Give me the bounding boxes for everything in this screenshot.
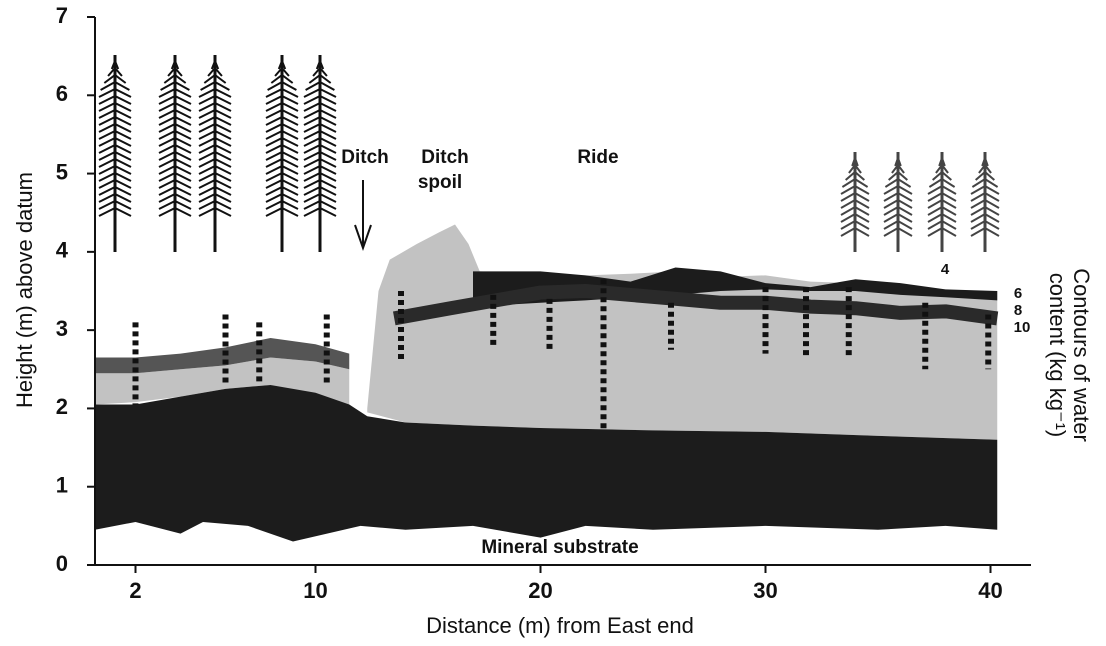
x-tick-label: 2 — [129, 578, 141, 603]
y2-axis-title: content (kg kg⁻¹) — [1045, 273, 1070, 437]
y-tick-label: 5 — [56, 159, 68, 184]
x-axis-title: Distance (m) from East end — [426, 613, 694, 638]
tree-icon — [884, 152, 912, 252]
tree-icon — [266, 55, 298, 252]
tree-icon — [304, 55, 336, 252]
y-tick-label: 7 — [56, 3, 68, 28]
annotation: Mineral substrate — [481, 537, 638, 558]
tree-icon — [971, 152, 999, 252]
chart: 0 1 2 3 4 5 6 7 2 10 20 30 40 Distance (m) from East … — [0, 0, 1106, 646]
y-tick-label: 3 — [56, 316, 68, 341]
annotation: Ride — [577, 147, 618, 168]
contour-label: 8 — [1014, 302, 1022, 319]
y-tick-label: 2 — [56, 394, 68, 419]
contour-label: 6 — [1014, 285, 1022, 302]
tree-icon — [199, 55, 231, 252]
y-axis-title: Height (m) above datum — [12, 172, 37, 408]
tree-icon — [159, 55, 191, 252]
x-tick-label: 20 — [528, 578, 552, 603]
x-tick-label: 30 — [753, 578, 777, 603]
tree-icon — [841, 152, 869, 252]
x-tick-label: 40 — [978, 578, 1002, 603]
annotation: spoil — [418, 172, 462, 193]
tree-icon — [928, 152, 956, 252]
contour-label: 10 — [1014, 319, 1031, 336]
tree-icon — [99, 55, 131, 252]
y-tick-label: 0 — [56, 551, 68, 576]
contour-label: 4 — [941, 261, 950, 278]
y-tick-label: 1 — [56, 473, 68, 498]
annotation: Ditch — [341, 147, 389, 168]
y-tick-label: 4 — [56, 238, 69, 263]
layer — [367, 224, 997, 439]
y2-axis-title: Contours of water — [1069, 268, 1094, 442]
y-tick-label: 6 — [56, 81, 68, 106]
x-tick-label: 10 — [303, 578, 327, 603]
annotation: Ditch — [421, 147, 469, 168]
